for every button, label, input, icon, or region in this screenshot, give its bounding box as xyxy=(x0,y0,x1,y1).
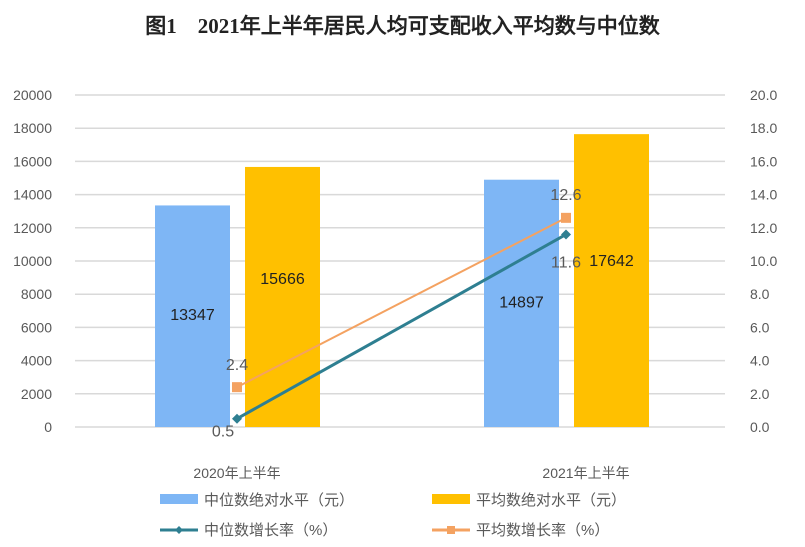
line-marker xyxy=(561,229,571,240)
bar-data-label: 14897 xyxy=(499,294,544,311)
y-left-tick: 10000 xyxy=(13,253,52,269)
bar xyxy=(484,179,559,427)
bar xyxy=(574,134,649,427)
y-right-tick: 16.0 xyxy=(750,153,777,169)
y-left-tick: 12000 xyxy=(13,220,52,236)
y-right-tick: 12.0 xyxy=(750,220,777,236)
legend-label: 平均数增长率（%） xyxy=(476,522,609,539)
y-left-tick: 4000 xyxy=(21,353,52,369)
y-left-tick: 6000 xyxy=(21,319,52,335)
bar xyxy=(245,166,320,427)
line-marker xyxy=(561,212,571,223)
y-right-tick: 0.0 xyxy=(750,419,770,435)
y-left-tick: 20000 xyxy=(13,87,52,103)
legend-label: 中位数绝对水平（元） xyxy=(204,492,354,509)
x-tick: 2020年上半年 xyxy=(193,465,280,481)
chart-title: 图1 2021年上半年居民人均可支配收入平均数与中位数 xyxy=(145,14,660,38)
bar-data-label: 15666 xyxy=(260,271,305,288)
y-right-tick: 14.0 xyxy=(750,187,777,203)
line-data-label: 0.5 xyxy=(212,424,234,441)
series-line xyxy=(236,233,567,421)
y-right-tick: 20.0 xyxy=(750,87,777,103)
y-right-tick: 18.0 xyxy=(750,120,777,136)
y-left-tick: 18000 xyxy=(13,120,52,136)
line-data-label: 12.6 xyxy=(550,187,581,204)
y-left-tick: 14000 xyxy=(13,187,52,203)
bar-data-label: 17642 xyxy=(589,253,634,270)
y-left-tick: 2000 xyxy=(21,386,52,402)
legend-swatch xyxy=(160,494,198,504)
line-data-label: 11.6 xyxy=(551,254,581,271)
y-right-tick: 10.0 xyxy=(750,253,777,269)
y-right-tick: 4.0 xyxy=(750,353,770,369)
legend-marker xyxy=(175,526,183,534)
y-right-tick: 6.0 xyxy=(750,319,770,335)
y-right-tick: 2.0 xyxy=(750,386,770,402)
line-marker xyxy=(232,382,242,393)
y-left-tick: 0 xyxy=(44,419,52,435)
bar-data-label: 13347 xyxy=(170,307,215,324)
y-right-tick: 8.0 xyxy=(750,286,770,302)
legend-label: 平均数绝对水平（元） xyxy=(476,492,626,509)
legend-marker xyxy=(447,526,455,534)
y-left-tick: 8000 xyxy=(21,286,52,302)
legend-swatch xyxy=(432,494,470,504)
line-data-label: 2.4 xyxy=(226,357,248,374)
x-tick: 2021年上半年 xyxy=(542,465,629,481)
y-left-tick: 16000 xyxy=(13,153,52,169)
bar xyxy=(155,205,230,427)
line-marker xyxy=(232,413,242,424)
series-line xyxy=(236,216,567,389)
legend-label: 中位数增长率（%） xyxy=(204,522,337,539)
